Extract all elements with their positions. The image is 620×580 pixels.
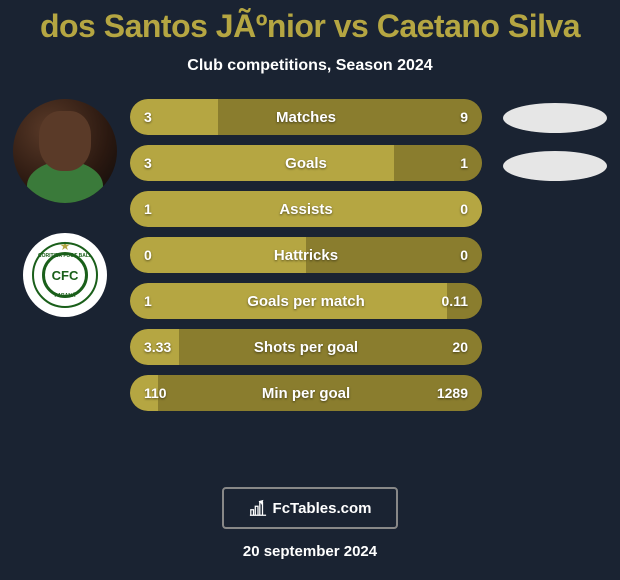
chart-icon <box>249 499 267 517</box>
right-player-column <box>490 99 620 481</box>
player-photo-placeholder <box>503 103 607 133</box>
club-ring-text-top: CORITIBA FOOT BALL <box>38 253 92 259</box>
fctables-logo: FcTables.com <box>222 487 398 529</box>
stat-row: 00Hattricks <box>130 237 482 273</box>
stat-label: Hattricks <box>130 247 482 264</box>
club-badge-placeholder <box>503 151 607 181</box>
stat-label: Assists <box>130 201 482 218</box>
content-row: CORITIBA FOOT BALL CFC PARANÁ 39Matches3… <box>0 99 620 481</box>
stat-label: Min per goal <box>130 385 482 402</box>
stat-row: 10Assists <box>130 191 482 227</box>
stat-label: Goals per match <box>130 293 482 310</box>
stat-label: Goals <box>130 155 482 172</box>
stat-row: 39Matches <box>130 99 482 135</box>
footer: FcTables.com 20 september 2024 <box>222 487 398 560</box>
left-player-column: CORITIBA FOOT BALL CFC PARANÁ <box>0 99 130 481</box>
logo-text: FcTables.com <box>273 500 372 517</box>
club-badge: CORITIBA FOOT BALL CFC PARANÁ <box>23 233 107 317</box>
subtitle: Club competitions, Season 2024 <box>187 57 432 75</box>
footer-date: 20 september 2024 <box>243 543 377 560</box>
player-photo <box>13 99 117 203</box>
club-ring-text-bottom: PARANÁ <box>54 293 75 299</box>
stats-column: 39Matches 31Goals 10Assists 00Hattricks 10.1… <box>130 99 490 481</box>
stat-label: Matches <box>130 109 482 126</box>
stat-row: 10.11Goals per match <box>130 283 482 319</box>
page-title: dos Santos JÃºnior vs Caetano Silva <box>40 8 580 45</box>
stat-row: 3.3320Shots per goal <box>130 329 482 365</box>
stat-row: 31Goals <box>130 145 482 181</box>
stat-label: Shots per goal <box>130 339 482 356</box>
stat-row: 1101289Min per goal <box>130 375 482 411</box>
